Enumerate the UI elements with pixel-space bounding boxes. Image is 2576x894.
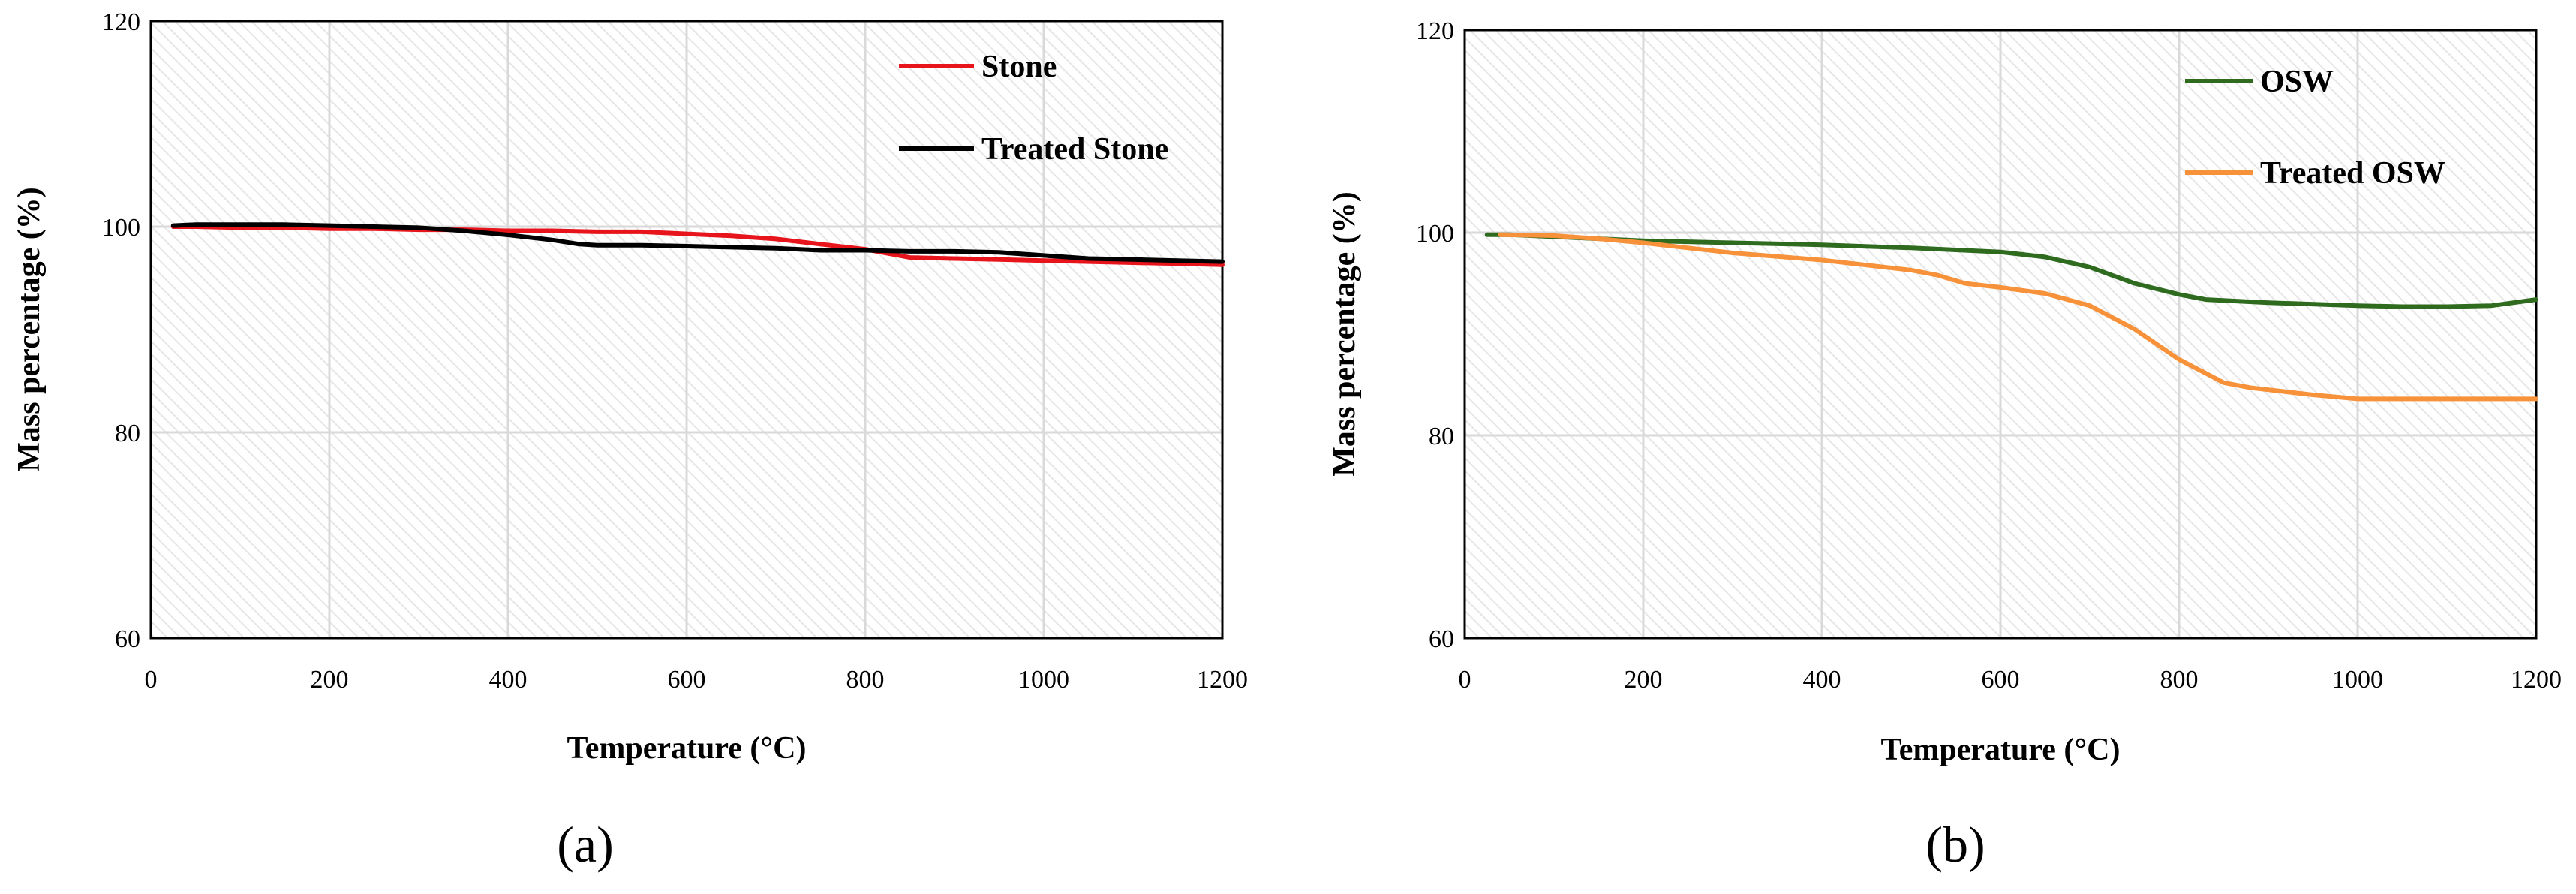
- x-axis-title: Temperature (°C): [1881, 733, 2121, 767]
- x-tick-label: 1200: [1197, 666, 1248, 694]
- x-tick-label: 400: [1803, 666, 1841, 694]
- plot-border: [1463, 29, 2538, 640]
- legend-label: Stone: [981, 50, 1057, 84]
- y-tick-label: 60: [115, 625, 140, 653]
- y-tick-label: 120: [1416, 17, 1454, 45]
- y-tick-label: 120: [102, 8, 140, 36]
- x-tick-label: 0: [145, 666, 158, 694]
- x-tick-label: 800: [846, 666, 885, 694]
- x-axis-title: Temperature (°C): [567, 731, 807, 766]
- y-tick-label: 80: [1429, 423, 1454, 450]
- x-tick-label: 1000: [2332, 666, 2383, 694]
- series-line-treated-stone: [170, 222, 1225, 264]
- x-tick-label: 0: [1459, 666, 1471, 694]
- series-line-treated-osw: [1498, 232, 2538, 402]
- plot-border: [149, 20, 1224, 640]
- y-axis-title: Mass percentage (%): [1327, 191, 1362, 476]
- x-tick-label: 1200: [2511, 666, 2562, 694]
- legend-label: Treated OSW: [2260, 156, 2445, 191]
- series-line-stone: [170, 224, 1225, 267]
- y-axis-title: Mass percentage (%): [12, 187, 47, 471]
- legend-label: OSW: [2260, 65, 2334, 99]
- panel-label: (b): [1925, 816, 1985, 873]
- x-tick-label: 200: [311, 666, 349, 694]
- x-tick-label: 400: [489, 666, 528, 694]
- y-tick-label: 100: [102, 214, 140, 242]
- x-tick-label: 600: [668, 666, 706, 694]
- x-tick-label: 200: [1625, 666, 1663, 694]
- y-tick-label: 60: [1429, 625, 1454, 653]
- y-tick-label: 100: [1416, 220, 1454, 248]
- y-tick-label: 80: [115, 420, 140, 447]
- legend-label: Treated Stone: [981, 132, 1168, 167]
- x-tick-label: 800: [2160, 666, 2199, 694]
- panel-label: (a): [557, 816, 613, 873]
- x-tick-label: 600: [1982, 666, 2020, 694]
- x-tick-label: 1000: [1018, 666, 1069, 694]
